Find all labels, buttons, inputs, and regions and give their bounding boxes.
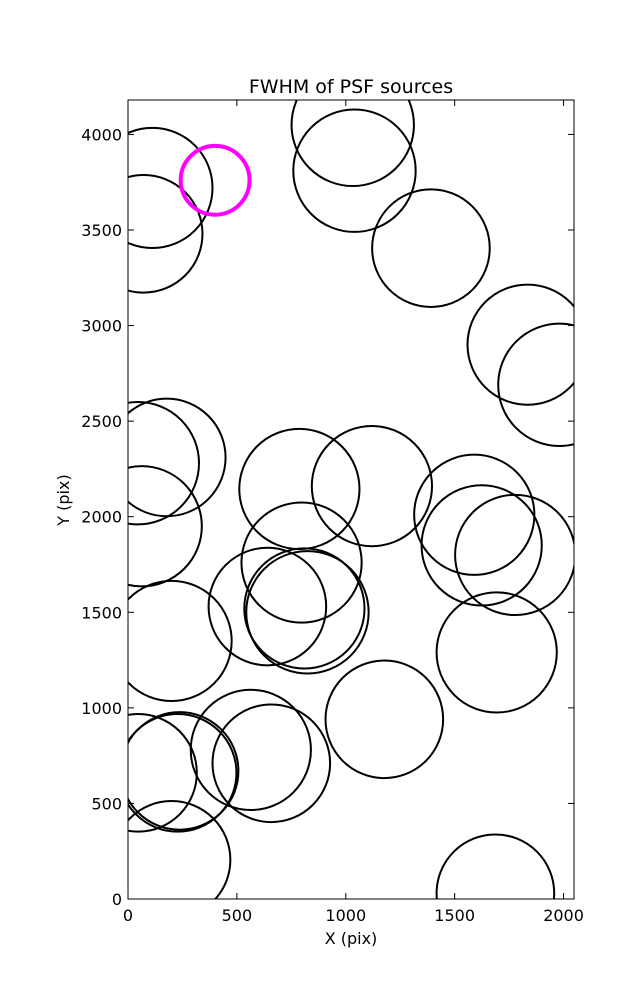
source-circle	[245, 550, 370, 675]
source-circle	[128, 579, 233, 703]
points-layer	[128, 100, 574, 899]
source-circle	[128, 465, 203, 588]
y-tick-label: 4000	[81, 125, 122, 144]
source-circle	[243, 547, 366, 670]
ticks-layer: 0 500 1000 1500 2000 0 500 1000 1500 2000 2500 3000…	[81, 100, 584, 925]
source-circle	[497, 322, 574, 447]
x-tick-label: 0	[123, 906, 133, 925]
source-circle	[466, 283, 574, 406]
source-circle	[128, 713, 198, 833]
y-tick-label: 2000	[81, 508, 122, 527]
source-circle	[310, 425, 434, 548]
source-circle	[211, 703, 332, 824]
y-tick-label: 1500	[81, 603, 122, 622]
y-tick-label: 500	[91, 794, 122, 813]
source-circle	[128, 800, 232, 899]
source-circle	[128, 126, 214, 250]
x-tick-label: 1500	[434, 906, 475, 925]
source-circle	[292, 108, 417, 233]
y-tick-label: 3000	[81, 317, 122, 336]
source-circle	[454, 493, 574, 617]
source-circle	[128, 713, 238, 833]
y-tick-label: 0	[112, 890, 122, 909]
x-axis-label: X (pix)	[325, 929, 378, 948]
y-axis-label: Y (pix)	[54, 474, 73, 526]
source-circle	[240, 501, 363, 624]
highlighted-source-circle	[178, 143, 252, 217]
y-tick-label: 3500	[81, 221, 122, 240]
source-circle	[371, 188, 491, 308]
source-circle	[189, 688, 312, 812]
source-circle	[290, 100, 415, 188]
source-circle	[128, 401, 200, 526]
plot-frame	[127, 99, 575, 900]
chart-title: FWHM of PSF sources	[249, 76, 453, 98]
source-circle	[128, 174, 204, 294]
source-circle	[435, 833, 556, 899]
x-tick-label: 2000	[543, 906, 584, 925]
source-circle	[128, 711, 240, 831]
y-tick-label: 2500	[81, 412, 122, 431]
x-tick-label: 1000	[325, 906, 366, 925]
source-circle	[435, 591, 558, 714]
source-circle	[207, 546, 328, 667]
x-tick-label: 500	[222, 906, 253, 925]
y-tick-label: 1000	[81, 699, 122, 718]
source-circle	[324, 659, 445, 780]
